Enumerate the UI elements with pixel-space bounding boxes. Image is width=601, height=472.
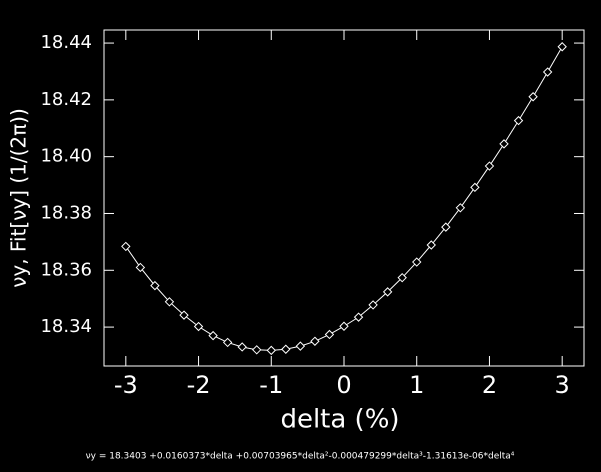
x-tick-label: -1 (259, 371, 283, 399)
data-point (252, 345, 262, 355)
data-point (208, 330, 218, 341)
data-point (484, 161, 495, 171)
data-point (455, 203, 466, 213)
x-tick-label: -2 (187, 371, 211, 399)
y-tick-label: 18.36 (40, 259, 92, 280)
data-point (382, 287, 393, 297)
y-tick-label: 18.42 (40, 89, 92, 110)
y-tick-label: 18.40 (40, 146, 92, 167)
data-point (222, 337, 233, 348)
data-point (164, 297, 175, 307)
data-point (513, 115, 524, 126)
data-point (368, 300, 378, 310)
fit-formula: νy = 18.3403 +0.0160373*delta +0.0070396… (86, 452, 515, 462)
data-point (281, 344, 291, 354)
data-point (339, 321, 349, 331)
data-point (353, 312, 364, 322)
data-point (412, 257, 422, 267)
data-point (310, 336, 320, 346)
x-tick-label: 0 (336, 371, 351, 399)
x-tick-label: 3 (555, 371, 570, 399)
data-point (397, 272, 407, 283)
x-axis-label: delta (%) (280, 405, 399, 435)
data-point (121, 241, 131, 252)
data-point (470, 182, 480, 193)
data-point (295, 341, 306, 351)
x-tick-label: 1 (409, 371, 424, 399)
y-tick-label: 18.34 (40, 316, 92, 337)
data-point (528, 92, 538, 102)
data-point (542, 67, 553, 77)
data-point (499, 139, 509, 149)
data-point (179, 310, 189, 320)
data-point (441, 222, 451, 232)
y-tick-label: 18.44 (40, 32, 92, 53)
data-point (237, 342, 247, 352)
data-point (193, 321, 204, 332)
y-axis-label: νy, Fit[νy] (1/(2π)) (7, 108, 31, 288)
x-tick-label: 2 (482, 371, 497, 399)
x-tick-label: -3 (114, 371, 138, 399)
data-point (324, 329, 335, 340)
data-point (557, 42, 567, 52)
data-point (426, 240, 436, 250)
data-point (266, 345, 276, 356)
data-point (150, 280, 160, 291)
data-point (135, 262, 146, 273)
y-tick-label: 18.38 (40, 202, 92, 223)
